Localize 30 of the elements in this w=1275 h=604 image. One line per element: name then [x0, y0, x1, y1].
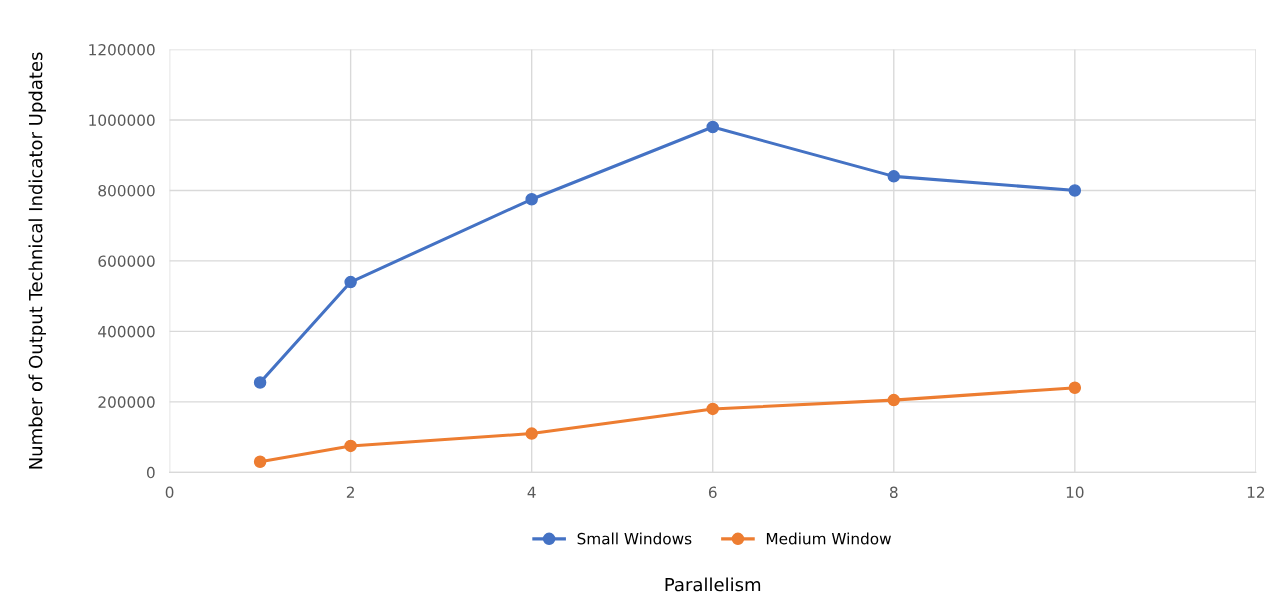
point [706, 402, 719, 416]
y-tick-label: 1000000 [89, 114, 155, 127]
x-tick-label: 12 [1247, 486, 1265, 498]
x-tick-label: 4 [527, 486, 536, 498]
point [253, 455, 267, 469]
legend-label: Small Windows [577, 532, 692, 545]
point [706, 120, 719, 134]
point [1068, 184, 1082, 197]
y-tick-label: 200000 [98, 396, 155, 408]
x-tick-label: 8 [889, 486, 898, 499]
x-tick-label: 0 [165, 486, 174, 499]
x-axis-title: Parallelism [665, 577, 761, 592]
x-tick-label: 2 [346, 486, 354, 498]
y-tick-label: 0 [146, 466, 155, 479]
point [344, 275, 357, 289]
point [253, 376, 267, 389]
point [344, 439, 357, 453]
legend-label: Medium Window [766, 532, 891, 545]
point [887, 170, 901, 183]
point [1068, 381, 1082, 395]
y-tick-label: 600000 [98, 255, 155, 267]
y-tick-label: 400000 [98, 325, 155, 338]
y-tick-label: 1200000 [89, 43, 155, 56]
point [525, 427, 538, 440]
point [525, 193, 538, 206]
x-tick-label: 6 [708, 486, 717, 499]
x-tick-label: 10 [1066, 486, 1084, 499]
point [887, 393, 901, 407]
y-axis-title: Number of Output Technical Indicator Updates [28, 52, 46, 469]
y-tick-label: 800000 [98, 184, 155, 197]
